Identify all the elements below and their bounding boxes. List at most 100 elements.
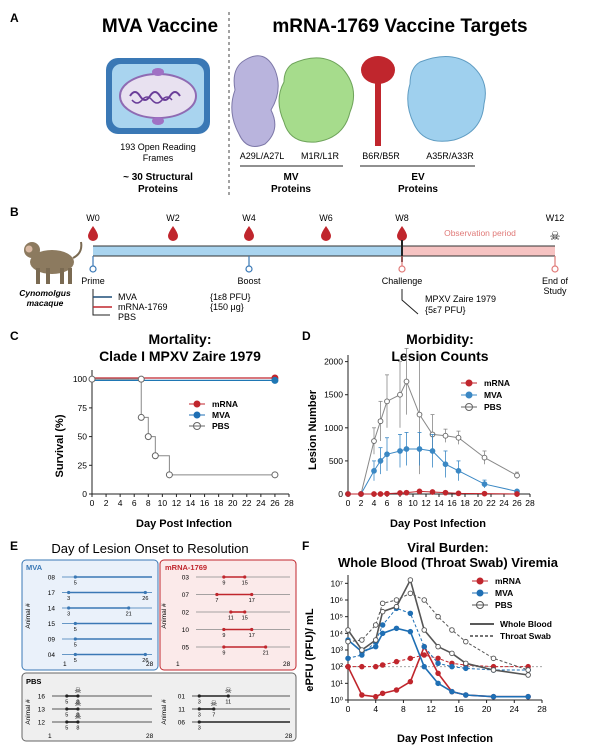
survival-point-pbs: [137, 413, 145, 421]
blood-drop-icon: [168, 226, 178, 241]
viremia-point-mva-whole-blood: [449, 688, 455, 695]
panel-c-legend: mRNA MVA PBS: [189, 399, 238, 431]
observation-phase-bar: [402, 246, 555, 256]
animal-id: 10: [182, 627, 190, 634]
panel-d-x-tick-label: 12: [421, 498, 431, 508]
panel-d-x-tick-label: 22: [486, 498, 496, 508]
legend-mrna-label: mRNA: [212, 399, 238, 409]
lesion-point-pbs: [377, 418, 384, 425]
panel-c-x-tick-label: 26: [270, 498, 280, 508]
skull-icon: ☠: [550, 229, 561, 243]
mrna-axis-label: Animal #: [161, 603, 168, 629]
panel-d-x-tick-label: 28: [525, 498, 535, 508]
mrna-title: mRNA-1769 Vaccine Targets: [272, 16, 527, 37]
lesion-point-pbs: [397, 391, 403, 398]
lesion-resolution-dot: [212, 707, 216, 711]
viremia-point-mva-whole-blood: [379, 630, 386, 637]
lesion-onset-dot: [73, 637, 77, 641]
animal-id: 16: [38, 694, 46, 701]
viremia-point-pbs-throat-swab: [359, 637, 365, 643]
panel-c-x-tick-label: 22: [242, 498, 252, 508]
animal-id: 09: [48, 637, 56, 644]
panel-c-xlabel: Day Post Infection: [136, 518, 232, 530]
animal-id: 05: [182, 645, 190, 652]
lesion-onset-dot: [65, 720, 69, 724]
week-w8: W8: [395, 213, 409, 223]
lesion-resolution-dot: [250, 592, 254, 597]
panel-d-x-tick-label: 10: [408, 498, 418, 508]
lesion-point-mva: [429, 448, 436, 454]
week-w12: W12: [546, 213, 565, 223]
challenge-bracket: [401, 289, 419, 315]
panel-f-axes: 0 4 8 12 16 20 24 28 10⁰ 10¹ 10² 10³ 10⁴ 10⁵ 10⁶ 10⁷: [330, 575, 547, 714]
survival-point-pbs: [137, 375, 145, 383]
week-w2: W2: [166, 213, 180, 223]
viremia-line-mva-throat-swab: [347, 607, 529, 671]
vaccine-mva-name: MVA: [118, 292, 137, 302]
prime-dot: [89, 265, 97, 273]
panel-d-title-line1: Morbidity:: [406, 331, 474, 347]
viremia-line-pbs-throat-swab: [347, 592, 529, 671]
viremia-point-pbs-whole-blood: [525, 672, 531, 678]
panel-d-x-tick-label: 2: [359, 498, 364, 508]
panel-d-plot: [345, 347, 520, 497]
viremia-point-pbs-throat-swab: [345, 638, 351, 645]
animal-id: 02: [182, 610, 190, 617]
animal-id: 17: [48, 590, 56, 597]
panel-f-x-tick-label: 12: [426, 704, 436, 714]
lesion-resolution-dot: [143, 590, 147, 595]
viremia-point-mrna-whole-blood: [407, 678, 414, 685]
legend-mrna-label: mRNA: [495, 576, 521, 586]
week-w0: W0: [86, 213, 100, 223]
onset-day: 3: [67, 612, 70, 618]
viremia-point-pbs-whole-blood: [379, 608, 386, 615]
lesion-onset-dot: [222, 645, 226, 649]
panel-f-x-tick-label: 16: [454, 704, 464, 714]
panel-a-letter: A: [10, 11, 19, 25]
struct-line2: Proteins: [138, 184, 178, 195]
panel-c-x-tick-label: 4: [118, 498, 123, 508]
animal-id: 14: [48, 606, 56, 613]
observation-label: Observation period: [444, 228, 516, 238]
resolution-day: 15: [242, 581, 248, 587]
onset-day: 5: [74, 643, 77, 649]
lesion-point-mrna: [371, 491, 377, 497]
blood-drop-icons: [88, 226, 407, 241]
lesion-point-mva: [481, 481, 488, 487]
lesion-point-mrna: [481, 490, 488, 497]
lesion-resolution-dot: [264, 645, 268, 649]
lesion-point-pbs: [455, 434, 462, 441]
survival-point-pbs: [144, 433, 152, 441]
lesion-onset-dot: [73, 621, 77, 626]
viremia-point-mva-throat-swab: [379, 622, 386, 628]
mrna-axis-max: 28: [283, 661, 291, 668]
survival-point-pbs: [165, 471, 173, 479]
panel-d: D Morbidity: Lesion Counts Lesion Number…: [302, 329, 535, 530]
orf-line2: Frames: [143, 153, 174, 163]
viremia-point-mrna-whole-blood: [372, 693, 379, 700]
legend-mva-label: MVA: [484, 390, 502, 400]
pbs-group-box: [21, 672, 297, 742]
mva-group-label: MVA: [26, 563, 43, 572]
panel-f-y-tick-label: 10⁷: [330, 578, 343, 588]
survival-point-pbs: [151, 452, 159, 460]
viremia-point-mva-whole-blood: [407, 628, 414, 635]
panel-d-x-tick-label: 14: [434, 498, 444, 508]
resolution-day: 26: [142, 596, 148, 602]
challenge-line2: {5ε7 PFU}: [425, 305, 466, 315]
viremia-point-pbs-whole-blood: [393, 603, 400, 610]
viremia-point-mrna-whole-blood: [393, 687, 400, 693]
resolution-day: 8: [76, 700, 79, 706]
viremia-point-pbs-throat-swab: [490, 655, 497, 662]
viremia-point-pbs-whole-blood: [359, 647, 365, 653]
panel-f-y-tick-label: 10⁵: [330, 612, 343, 622]
resolution-day: 15: [242, 616, 248, 622]
panel-f-y-tick-label: 10⁰: [330, 695, 343, 705]
panel-f-x-tick-label: 0: [346, 704, 351, 714]
panel-f-x-tick-label: 24: [510, 704, 520, 714]
mv-line2: Proteins: [271, 184, 311, 195]
protein-label-m1r: M1R/L1R: [301, 151, 340, 161]
lesion-point-pbs: [514, 472, 520, 479]
viremia-point-mva-throat-swab: [435, 660, 441, 667]
panel-c-title-line2: Clade I MPXV Zaire 1979: [99, 348, 261, 364]
